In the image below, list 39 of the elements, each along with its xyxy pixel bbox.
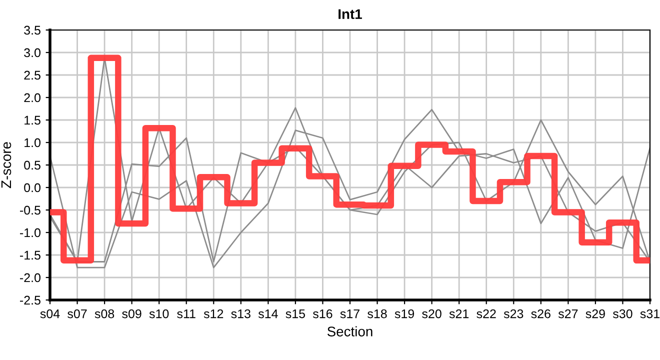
y-tick-label: 2.5	[24, 70, 40, 80]
x-tick-label: s07	[68, 309, 87, 318]
y-tick-label: -2.5	[20, 296, 40, 305]
x-tick-label: s23	[504, 309, 524, 318]
x-tick-label: s29	[586, 309, 605, 318]
x-tick-label: s17	[340, 309, 360, 318]
x-tick-label: s15	[286, 309, 306, 318]
x-tick-label: s14	[258, 309, 278, 318]
y-tick-label: 1.5	[24, 116, 40, 125]
x-tick-label: s09	[122, 309, 142, 318]
chart-title: Int1	[338, 9, 362, 20]
y-tick-label: 2.0	[24, 93, 40, 102]
y-tick-label: -1.0	[20, 228, 40, 238]
x-tick-label: s31	[640, 309, 660, 318]
x-tick-label: s04	[40, 309, 60, 318]
x-tick-label: s13	[231, 309, 250, 318]
x-tick-label: s10	[149, 309, 169, 318]
x-tick-label: s11	[177, 309, 196, 318]
x-tick-label: s16	[313, 309, 332, 318]
y-tick-label: 0.0	[24, 183, 40, 192]
x-tick-label: s27	[558, 309, 578, 318]
x-tick-label: s08	[94, 309, 114, 318]
y-tick-label: 0.5	[24, 160, 40, 170]
x-tick-label: s18	[368, 309, 387, 318]
x-tick-label: s30	[613, 309, 632, 318]
y-tick-label: 3.0	[24, 48, 40, 58]
x-tick-label: s12	[204, 309, 224, 318]
y-tick-label: 1.0	[24, 138, 40, 148]
y-axis-title: Z-score	[1, 142, 12, 188]
x-tick-label: s20	[422, 309, 442, 318]
x-tick-label: s26	[531, 309, 550, 318]
y-tick-label: 3.5	[24, 26, 40, 35]
y-tick-label: -0.5	[20, 206, 40, 215]
y-tick-label: -2.0	[20, 273, 40, 282]
x-tick-label: s21	[449, 309, 469, 318]
y-tick-label: -1.5	[20, 250, 40, 260]
x-axis-title: Section	[327, 326, 372, 336]
x-tick-label: s19	[394, 309, 414, 318]
x-tick-label: s22	[476, 309, 496, 318]
